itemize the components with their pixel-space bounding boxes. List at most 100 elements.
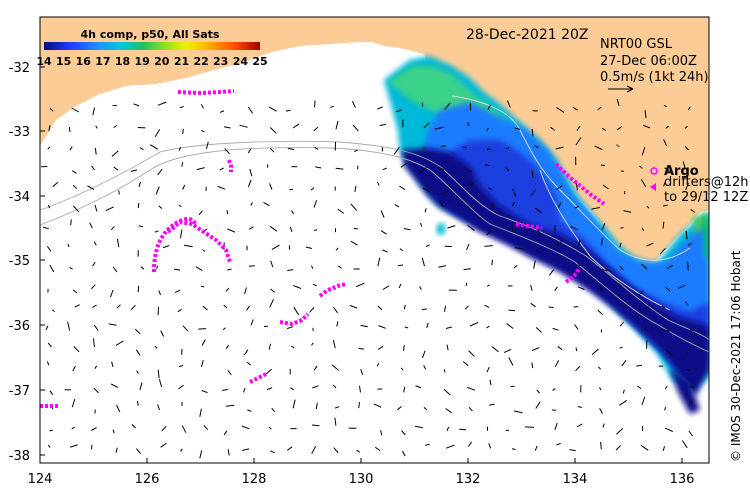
current-vector [287,269,294,271]
current-vector [665,286,671,292]
x-tick-label: 132 [456,472,481,487]
current-vector [578,239,581,247]
current-vector [290,387,295,391]
current-vector [598,366,602,370]
current-vector [92,304,97,308]
current-vector [600,164,606,166]
current-vector [198,210,203,216]
current-vector [270,288,275,293]
current-vector [534,207,542,214]
current-vector [293,285,302,289]
current-vector [600,441,602,450]
current-vector [311,342,314,346]
current-vector [161,425,167,432]
current-vector [155,186,160,195]
current-vector [196,167,205,171]
current-vector [250,202,253,206]
current-vector [464,305,469,310]
current-vector [291,210,295,215]
current-vector [112,429,115,434]
current-vector [247,148,252,154]
current-vector [513,265,518,269]
current-vector [447,225,456,229]
current-vector [332,384,337,389]
current-vector [93,324,99,331]
current-vector [602,127,607,131]
current-vector [491,346,499,353]
current-vector [594,145,603,150]
current-vector [109,289,114,298]
current-vector [663,182,666,187]
current-vector [575,137,582,146]
current-vector [250,319,254,326]
current-vector [423,122,430,129]
current-vector [637,385,642,389]
current-vector [486,325,490,329]
current-vector [601,223,606,231]
current-vector [616,144,620,148]
current-vector [269,127,277,134]
current-vector [137,202,140,209]
current-vector [513,410,523,414]
current-vector [401,430,406,436]
current-vector [644,325,647,330]
current-vector [400,162,407,168]
current-vector [602,423,605,428]
x-tick-label: 126 [135,472,160,487]
current-vector [313,126,319,132]
current-vector [289,226,293,232]
current-vector [112,266,118,273]
colorbar-tick: 14 [36,55,52,68]
current-vector [577,286,585,290]
current-vector [402,450,406,457]
current-vector [130,304,136,311]
current-vector [382,167,388,171]
current-vector [684,125,688,129]
current-vector [154,129,161,137]
current-vector [684,301,689,306]
current-vector [664,385,668,390]
current-vector [217,185,226,190]
plot-frame [39,16,710,464]
y-tick-label: -34 [9,190,30,205]
current-vector [599,387,602,391]
current-vector [377,181,380,186]
current-vector [358,402,360,409]
current-vector [249,169,253,177]
current-vector [154,230,159,233]
current-vector [292,399,296,409]
x-tick-label: 130 [349,472,374,487]
current-vector [462,361,469,367]
current-vector [115,447,118,453]
current-vector [182,184,186,190]
y-tick-label: -32 [9,61,30,76]
current-vector [49,264,55,273]
current-vector [373,403,382,408]
current-vector [400,367,404,371]
current-vector [382,249,388,253]
current-vector [555,146,564,150]
current-vector [591,207,600,210]
current-vector [49,429,53,432]
current-vector [641,227,645,231]
current-vector [52,181,59,188]
current-vector [49,390,54,395]
current-vector [488,443,492,449]
current-vector [337,208,345,214]
current-vector [663,204,668,207]
current-vector [162,245,170,249]
current-vector [535,401,541,409]
model-label: NRT00 GSL [600,37,673,52]
current-vector [315,166,322,169]
current-vector [434,126,444,130]
current-vector [486,284,490,287]
current-vector [139,382,143,391]
current-vector [292,123,300,129]
current-vector [70,219,72,226]
current-vector [336,321,339,327]
current-vector [355,282,365,288]
current-vector [270,260,274,268]
current-vector [415,425,423,429]
current-vector [619,346,623,349]
current-vector [511,201,516,207]
